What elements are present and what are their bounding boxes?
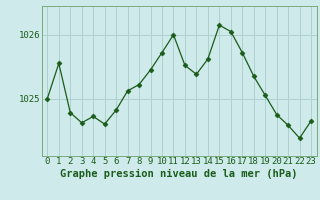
X-axis label: Graphe pression niveau de la mer (hPa): Graphe pression niveau de la mer (hPa) xyxy=(60,169,298,179)
